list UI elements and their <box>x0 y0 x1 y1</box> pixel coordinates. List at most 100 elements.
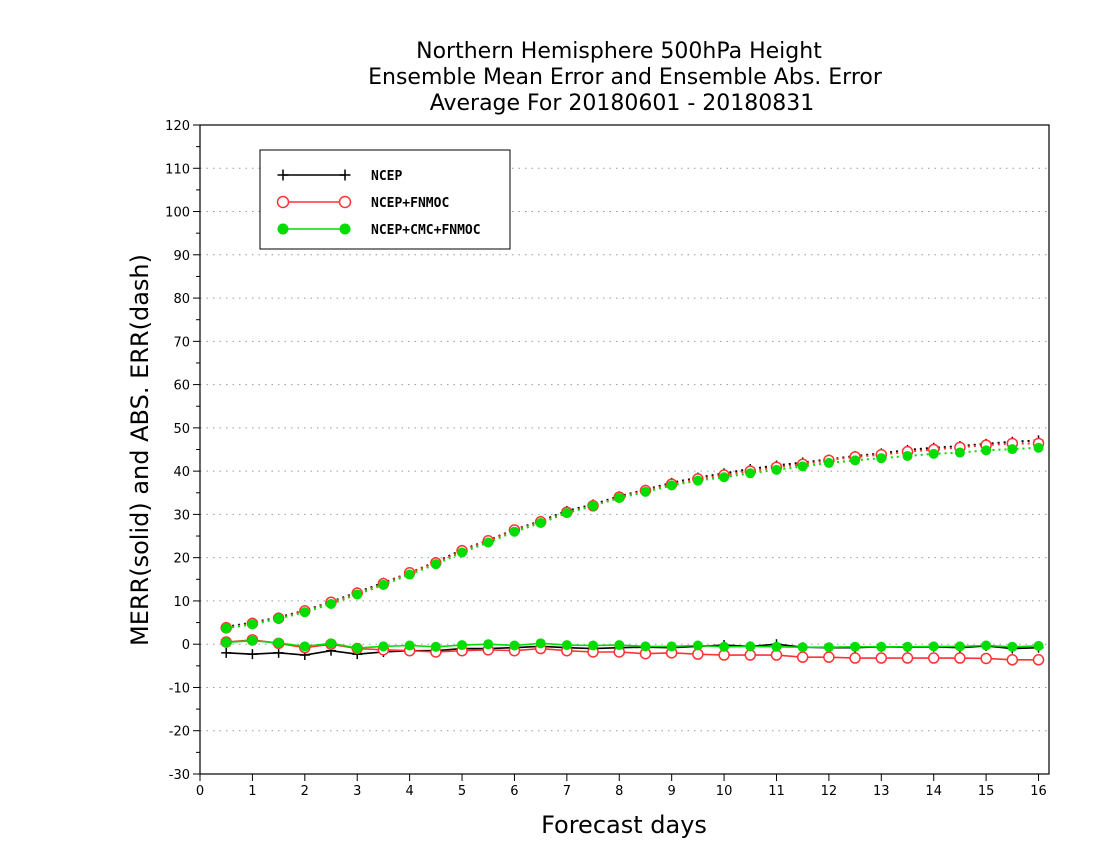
y-tick-label: 90 <box>173 249 190 264</box>
merr-point <box>588 640 599 651</box>
merr-point <box>509 640 520 651</box>
abs-err-point <box>954 447 965 458</box>
merr-point <box>247 635 258 646</box>
legend-item: NCEP+CMC+FNMOC <box>277 223 481 238</box>
abs-err-point <box>509 526 520 537</box>
merr-point <box>404 640 415 651</box>
plot-frame <box>199 124 1050 775</box>
abs-err-point <box>745 468 756 479</box>
legend-marker-end <box>339 169 351 181</box>
merr-point <box>901 652 914 664</box>
merr-point <box>326 638 337 649</box>
legend-marker-start <box>277 169 289 181</box>
x-tick-label: 9 <box>668 784 676 799</box>
y-tick-label: 120 <box>165 119 190 134</box>
merr-point <box>954 641 965 652</box>
x-axis-ticks: 0 1 2 3 4 5 6 7 8 9 10 11 12 13 14 15 16 <box>196 774 1047 799</box>
y-tick-label: 70 <box>173 335 190 350</box>
merr-point <box>614 640 625 651</box>
merr-point <box>561 640 572 651</box>
merr-point <box>823 651 835 663</box>
y-tick-label: 10 <box>173 595 190 610</box>
y-tick-label: 60 <box>173 379 190 394</box>
merr-point <box>875 652 888 664</box>
merr-point <box>1032 654 1045 666</box>
legend-box <box>259 149 511 250</box>
abs-err-point <box>928 448 939 459</box>
abs-err-point <box>404 569 415 580</box>
merr-point <box>980 652 992 665</box>
abs-err-point <box>771 464 782 475</box>
merr-point <box>771 641 782 652</box>
merr-point <box>797 642 808 653</box>
legend-label: NCEP <box>371 169 402 184</box>
merr-point <box>535 638 546 649</box>
y-tick-label: -20 <box>169 725 190 740</box>
title-line-2: Ensemble Mean Error and Ensemble Abs. Er… <box>368 65 883 90</box>
x-tick-label: 14 <box>925 784 942 799</box>
series-ncep-cmc-fnmoc <box>221 442 1044 654</box>
abs-err-point <box>326 598 337 609</box>
legend-item: NCEP <box>277 169 402 184</box>
merr-point <box>1033 640 1044 651</box>
merr-point <box>744 649 757 661</box>
x-tick-label: 6 <box>510 784 518 799</box>
y-tick-label: 0 <box>182 638 190 653</box>
x-tick-label: 10 <box>716 784 733 799</box>
merr-point <box>273 637 284 648</box>
merr-point <box>927 652 940 664</box>
x-tick-label: 4 <box>405 784 413 799</box>
x-tick-label: 3 <box>353 784 361 799</box>
series-ncep-fnmoc <box>220 437 1045 666</box>
merr-point <box>378 641 389 652</box>
abs-err-point <box>876 453 887 464</box>
abs-err-point <box>1033 442 1044 453</box>
y-tick-label: 100 <box>165 206 190 221</box>
merr-point <box>692 648 704 660</box>
legend-marker-start <box>276 195 290 209</box>
x-tick-label: 7 <box>563 784 571 799</box>
merr-point <box>221 637 232 648</box>
abs-err-point <box>823 457 834 468</box>
merr-point <box>902 641 913 652</box>
legend-marker-end <box>338 195 352 209</box>
legend-item: NCEP+FNMOC <box>276 195 449 211</box>
merr-point <box>745 641 756 652</box>
abs-err-point <box>640 486 651 497</box>
merr-point <box>850 641 861 652</box>
legend-label: NCEP+CMC+FNMOC <box>371 223 481 238</box>
x-tick-label: 12 <box>821 784 838 799</box>
merr-point <box>640 641 651 652</box>
chart-title: Northern Hemisphere 500hPa Height Ensemb… <box>368 39 883 116</box>
x-tick-label: 15 <box>978 784 995 799</box>
merr-point <box>823 642 834 653</box>
legend-marker-start <box>277 223 289 235</box>
data-series <box>220 435 1045 666</box>
legend: NCEP NCEP+FNMOC NCEP+CMC+FNMOC <box>259 149 511 250</box>
merr-point <box>352 643 363 654</box>
abs-err-point <box>797 461 808 472</box>
merr-point <box>954 652 966 664</box>
abs-err-point <box>273 613 284 624</box>
abs-err-point <box>719 472 730 483</box>
merr-point <box>483 639 494 650</box>
merr-point <box>928 641 939 652</box>
merr-line <box>226 639 1039 661</box>
abs-err-point <box>561 508 572 519</box>
abs-err-point <box>1007 444 1018 455</box>
merr-point <box>299 641 310 652</box>
y-axis-label: MERR(solid) and ABS. ERR(dash) <box>126 254 154 646</box>
merr-point <box>849 652 861 664</box>
x-tick-label: 16 <box>1030 784 1047 799</box>
merr-point <box>876 641 887 652</box>
y-tick-label: -30 <box>169 768 190 783</box>
title-line-1: Northern Hemisphere 500hPa Height <box>416 39 822 64</box>
abs-err-point <box>221 623 232 634</box>
legend-label: NCEP+FNMOC <box>371 196 449 211</box>
x-tick-label: 2 <box>301 784 309 799</box>
merr-point <box>1006 654 1019 666</box>
merr-point <box>981 640 992 651</box>
abs-err-point <box>483 537 494 548</box>
abs-err-point <box>614 492 625 503</box>
